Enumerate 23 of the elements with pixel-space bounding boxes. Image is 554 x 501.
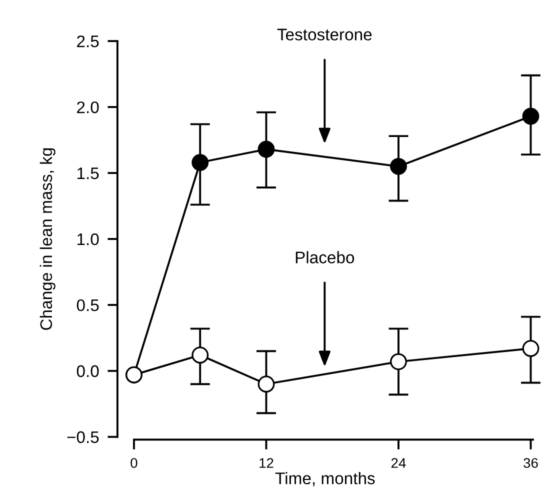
y-tick-label: 2.0 xyxy=(77,101,99,114)
x-axis-title: Time, months xyxy=(275,472,375,486)
point xyxy=(390,158,407,175)
y-tick-label: 2.5 xyxy=(77,35,99,48)
point xyxy=(192,346,209,364)
point xyxy=(258,140,275,158)
y-tick-label: 0.0 xyxy=(76,365,99,378)
y-tick-label: 1.5 xyxy=(77,168,99,180)
point xyxy=(192,154,209,171)
x-tick-label: 24 xyxy=(391,458,406,468)
text: Testosterone xyxy=(277,28,372,40)
x-tick-label: 0 xyxy=(130,458,138,468)
point xyxy=(522,340,540,357)
point xyxy=(390,353,407,370)
y-tick-label: 0.5 xyxy=(76,299,99,312)
text: Placebo xyxy=(296,251,354,264)
y-tick-label: 1.0 xyxy=(77,233,99,246)
x-tick-label: 36 xyxy=(524,458,538,468)
point xyxy=(522,108,540,125)
point xyxy=(258,376,275,393)
y-axis-title: Change in lean mass, kg xyxy=(40,148,56,330)
x-tick-label: 12 xyxy=(260,458,274,468)
y-tick-label: −0.5 xyxy=(67,431,99,444)
